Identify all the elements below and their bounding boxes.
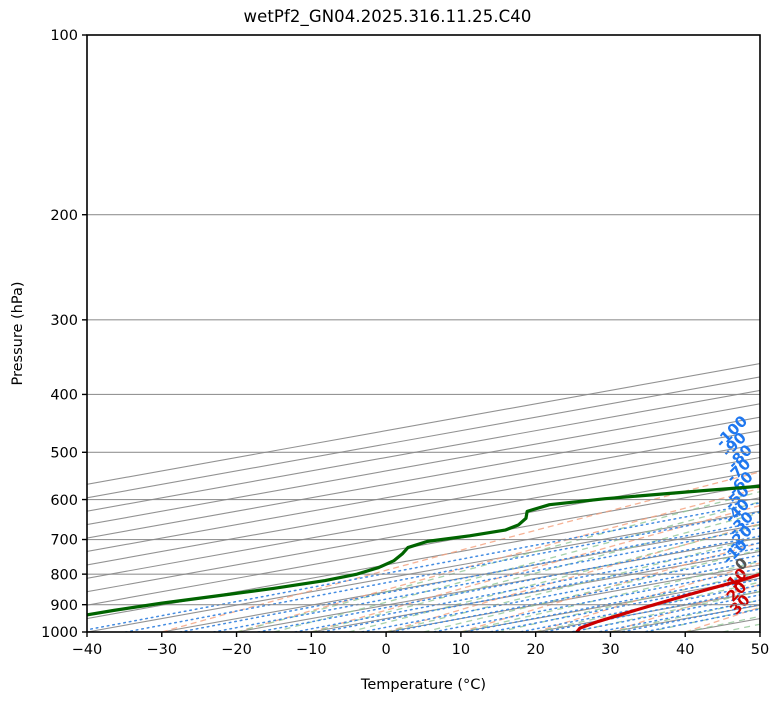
y-axis-label: Pressure (hPa)	[10, 281, 26, 385]
sounding-curves	[87, 484, 760, 632]
y-tick-label: 100	[50, 28, 78, 44]
x-tick-label: 10	[452, 642, 470, 658]
x-tick-label: −40	[72, 642, 103, 658]
plot-frame	[86, 34, 761, 633]
background-grid-lines	[87, 362, 760, 632]
x-tick-label: 40	[676, 642, 694, 658]
x-tick-label: −30	[146, 642, 177, 658]
y-tick-label: 1000	[41, 625, 78, 641]
y-tick-label: 200	[50, 208, 78, 224]
y-tick-label: 400	[50, 388, 78, 404]
x-axis-label: Temperature (°C)	[360, 677, 486, 693]
x-tick-label: 50	[751, 642, 769, 658]
x-tick-label: 30	[601, 642, 619, 658]
x-tick-label: −10	[296, 642, 327, 658]
page-title: wetPf2_GN04.2025.316.11.25.C40	[243, 7, 532, 26]
y-tick-label: 500	[50, 445, 78, 461]
y-tick-label: 800	[50, 567, 78, 583]
y-tick-label: 900	[50, 598, 78, 614]
x-tick-label: 0	[381, 642, 390, 658]
y-tick-label: 300	[50, 313, 78, 329]
x-tick-label: 20	[526, 642, 544, 658]
y-tick-label: 600	[50, 493, 78, 509]
x-tick-label: −20	[221, 642, 252, 658]
dewpoint-curve	[87, 484, 760, 617]
y-tick-label: 700	[50, 533, 78, 549]
